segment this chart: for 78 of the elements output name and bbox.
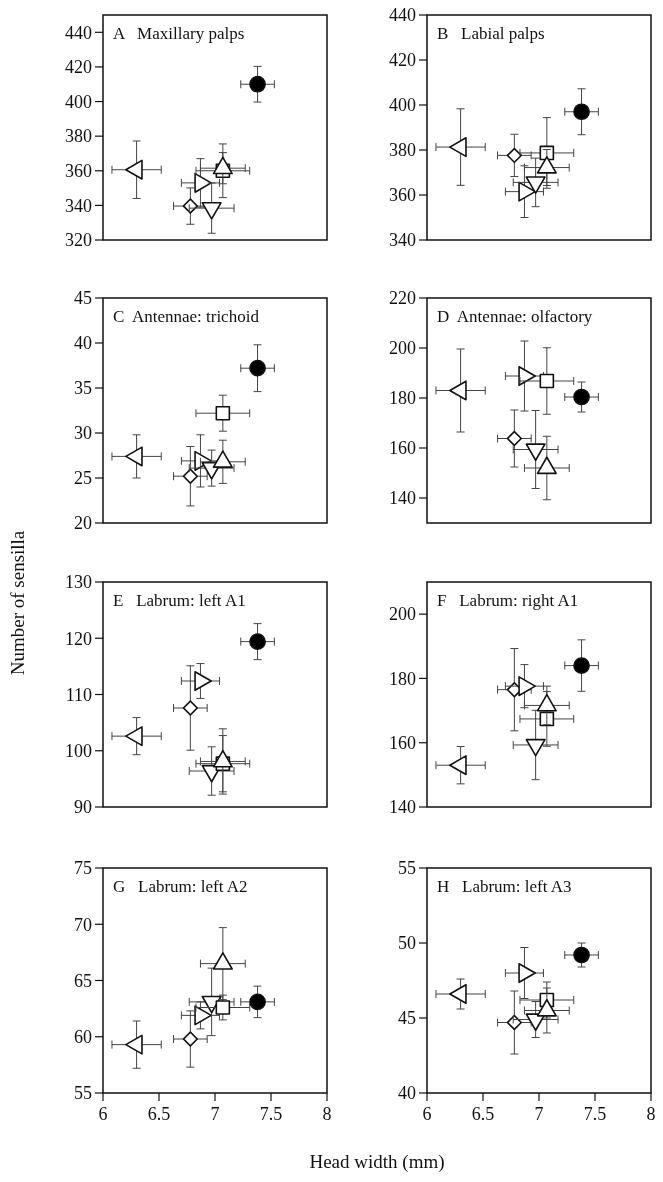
x-tick-label: 6.5 — [147, 1104, 171, 1124]
y-tick-label: 60 — [74, 1027, 92, 1048]
y-tick-label: 440 — [389, 5, 416, 26]
y-tick-label: 160 — [389, 733, 416, 754]
y-tick-label: 380 — [65, 126, 92, 147]
x-tick-label: 7 — [210, 1104, 220, 1124]
x-tick-label: 7.5 — [583, 1104, 607, 1124]
y-tick-label: 140 — [389, 488, 416, 509]
y-tick-label: 160 — [389, 438, 416, 459]
point — [539, 373, 555, 389]
y-tick-label: 45 — [398, 1008, 416, 1029]
x-tick-label: 6 — [98, 1104, 108, 1124]
point — [249, 993, 266, 1011]
y-tick-label: 220 — [389, 288, 416, 309]
text: H Labrum: left A3 — [437, 877, 572, 896]
y-tick-label: 340 — [65, 195, 92, 216]
x-tick-label: 8 — [646, 1104, 656, 1124]
text: C Antennae: trichoid — [113, 307, 260, 326]
x-tick-label: 7.5 — [259, 1104, 283, 1124]
point — [215, 1000, 231, 1015]
y-tick-label: 200 — [389, 338, 416, 359]
y-tick-label: 40 — [74, 333, 92, 354]
y-tick-label: 70 — [74, 914, 92, 935]
text: A Maxillary palps — [113, 24, 245, 43]
point — [573, 103, 590, 121]
y-tick-label: 440 — [65, 22, 92, 43]
y-tick-label: 100 — [65, 741, 92, 762]
y-tick-label: 200 — [389, 604, 416, 625]
text: G Labrum: left A2 — [113, 877, 248, 896]
y-tick-label: 320 — [65, 230, 92, 251]
y-tick-label: 110 — [65, 684, 92, 705]
y-tick-label: 420 — [389, 50, 416, 71]
point — [573, 388, 590, 406]
y-tick-label: 75 — [74, 858, 92, 879]
y-tick-label: 65 — [74, 970, 92, 991]
text: F Labrum: right A1 — [437, 591, 579, 610]
y-tick-label: 120 — [65, 628, 92, 649]
y-tick-label: 360 — [389, 185, 416, 206]
point — [182, 1031, 199, 1047]
y-axis-title: Number of sensilla — [7, 530, 28, 676]
point — [249, 633, 266, 650]
text: E Labrum: left A1 — [113, 591, 246, 610]
x-tick-label: 7 — [534, 1104, 544, 1124]
y-tick-label: 90 — [74, 797, 92, 818]
y-tick-label: 180 — [389, 388, 416, 409]
x-tick-label: 6.5 — [471, 1104, 495, 1124]
point — [573, 946, 590, 964]
point — [182, 468, 199, 484]
y-tick-label: 130 — [65, 572, 92, 593]
y-tick-label: 55 — [74, 1083, 92, 1104]
y-tick-label: 45 — [74, 288, 92, 309]
text: B Labial palps — [437, 24, 545, 43]
y-tick-label: 30 — [74, 423, 92, 444]
x-tick-label: 6 — [422, 1104, 432, 1124]
point — [249, 75, 266, 93]
y-tick-label: 340 — [389, 230, 416, 251]
y-tick-label: 20 — [74, 513, 92, 534]
point — [182, 700, 199, 716]
x-axis-title: Head width (mm) — [309, 1151, 445, 1173]
y-tick-label: 40 — [398, 1083, 416, 1104]
y-tick-label: 360 — [65, 161, 92, 182]
point — [506, 147, 523, 164]
y-tick-label: 180 — [389, 668, 416, 689]
point — [573, 657, 590, 674]
point — [249, 359, 266, 377]
y-tick-label: 50 — [398, 933, 416, 954]
point — [215, 405, 231, 421]
x-tick-label: 8 — [322, 1104, 332, 1124]
text: D Antennae: olfactory — [437, 307, 593, 326]
y-tick-label: 55 — [398, 858, 416, 879]
y-tick-label: 35 — [74, 378, 92, 399]
y-tick-label: 420 — [65, 57, 92, 78]
y-tick-label: 400 — [389, 95, 416, 116]
y-tick-label: 140 — [389, 797, 416, 818]
y-tick-label: 380 — [389, 140, 416, 161]
y-tick-label: 400 — [65, 91, 92, 112]
point — [506, 430, 523, 447]
y-tick-label: 25 — [74, 468, 92, 489]
